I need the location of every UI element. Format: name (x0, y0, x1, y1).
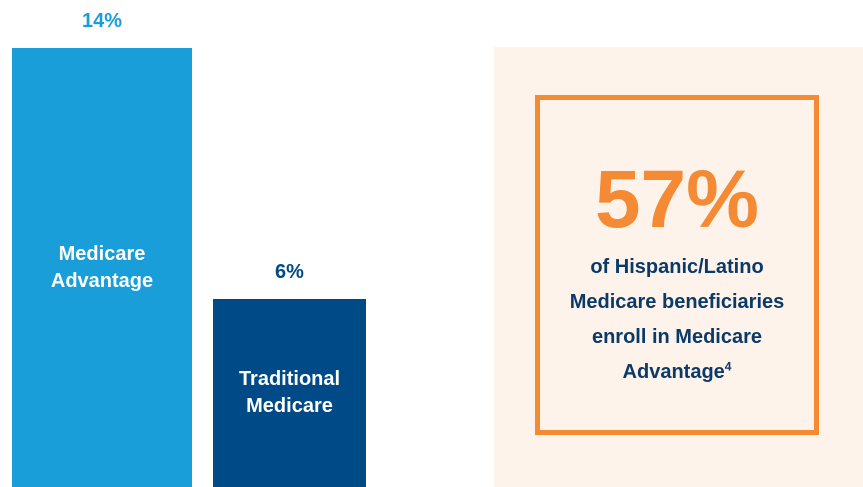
footnote: 4 (724, 359, 732, 374)
bar-label: Traditional Medicare (238, 367, 341, 417)
callout-text-body: of Hispanic/Latino Medicare beneficiarie… (569, 256, 785, 383)
chart: Medicare Advantage 14% Traditional Medicar… (12, 10, 366, 487)
callout-panel: 57% of Hispanic/Latino Medicare benefici… (494, 47, 863, 487)
bar-label: Medicare Advantage (50, 242, 154, 292)
bar: Traditional Medicare (213, 298, 366, 487)
callout-value: 57% (594, 154, 760, 245)
callout-box: 57% of Hispanic/Latino Medicare benefici… (535, 95, 819, 435)
value-label: 14% (81, 10, 123, 32)
value-label: 6% (275, 260, 304, 283)
bar: Medicare Advantage (12, 48, 192, 487)
callout-text: of Hispanic/Latino Medicare beneficiarie… (554, 250, 800, 390)
